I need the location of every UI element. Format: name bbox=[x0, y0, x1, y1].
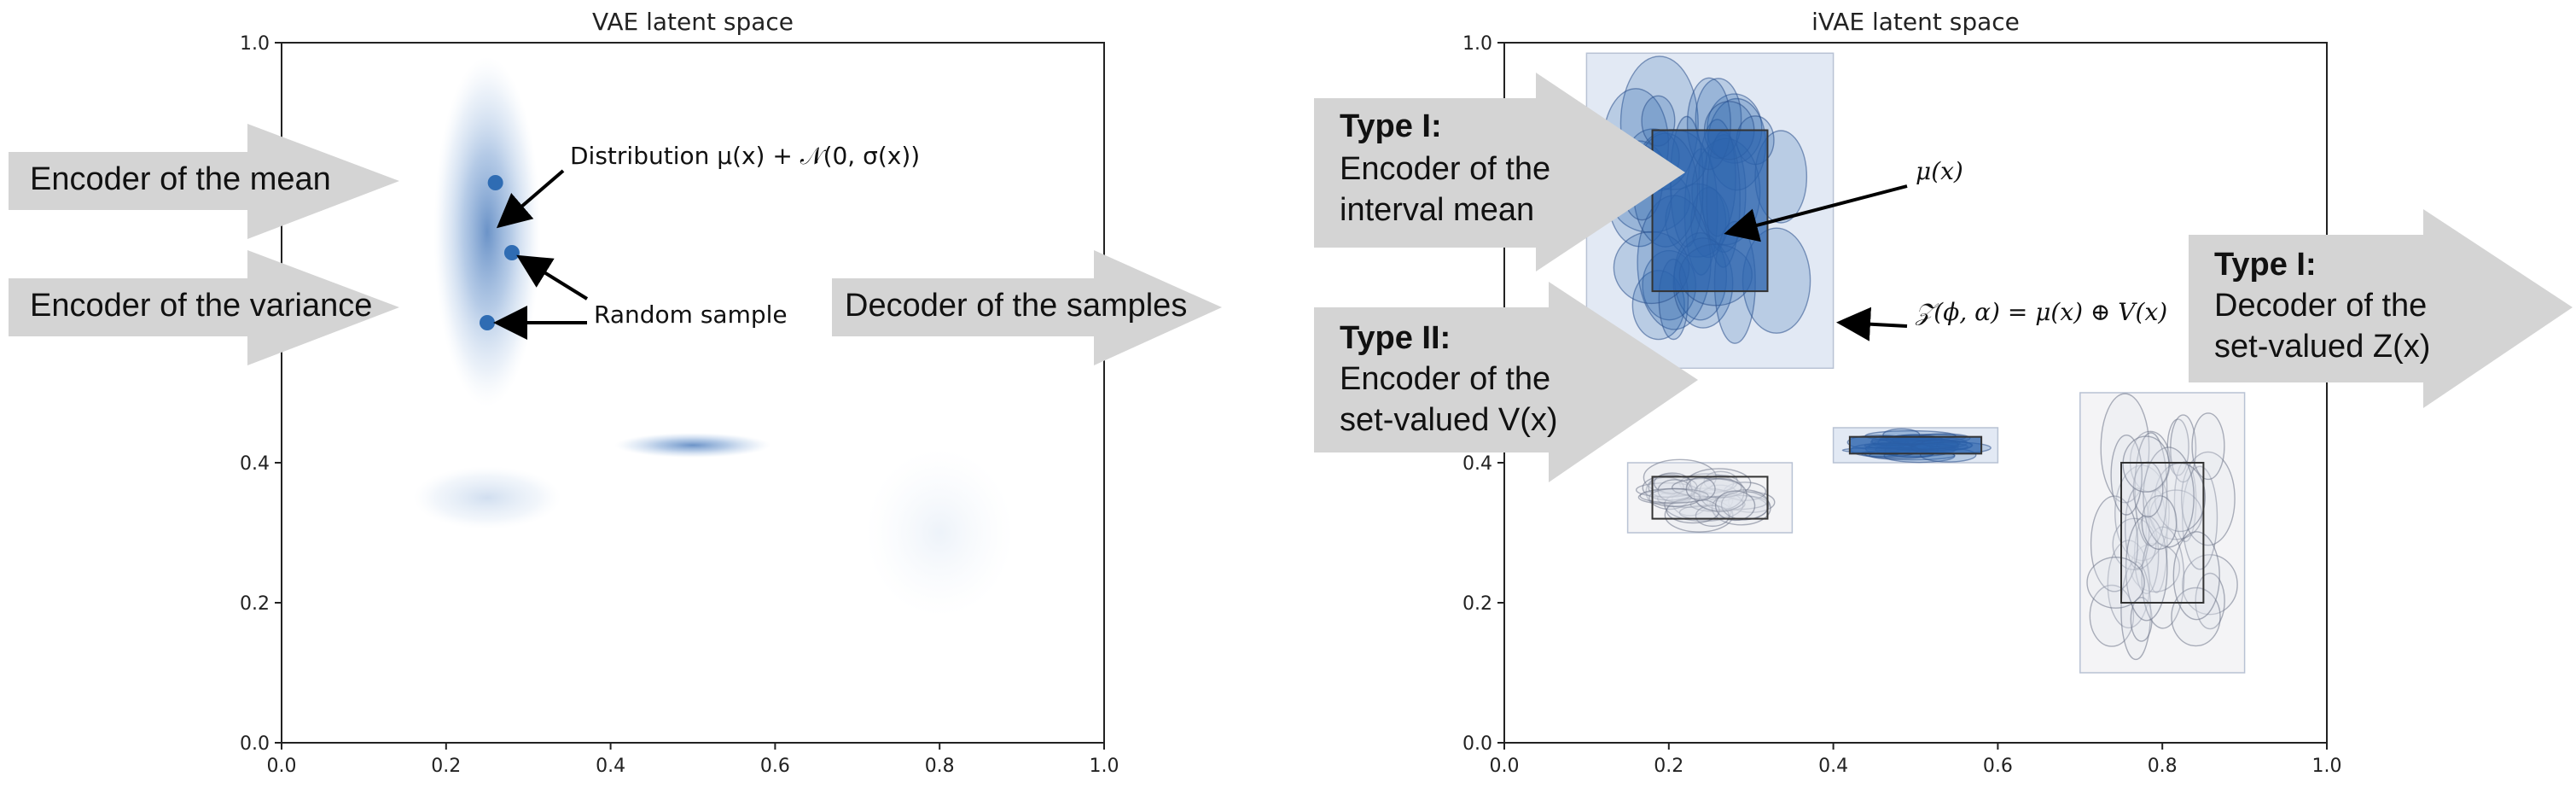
sample-ellipse bbox=[1685, 476, 1716, 501]
type2-label: Type II: bbox=[1340, 320, 1451, 356]
y-tick-label: 0.4 bbox=[1462, 453, 1492, 475]
callout-type1-decoder: Type I: Decoder of the set-valued Z(x) bbox=[2189, 209, 2573, 408]
type1-label: Type I: bbox=[1340, 108, 1442, 144]
right-panel: iVAE latent space 0.0 0.2 0.4 0.6 0.8 1.0 0.0… bbox=[1314, 8, 2573, 777]
gaussian-blob bbox=[865, 448, 1014, 617]
x-tick-label: 0.2 bbox=[1654, 756, 1683, 777]
callout-type2-encoder: Type II: Encoder of the set-valued V(x) bbox=[1314, 282, 1698, 482]
left-gaussians bbox=[413, 56, 1014, 617]
y-tick-label: 0.0 bbox=[240, 733, 270, 755]
x-tick-label: 1.0 bbox=[1090, 756, 1119, 777]
sample-ellipse bbox=[1653, 472, 1691, 494]
type2-line1: Encoder of the bbox=[1340, 361, 1550, 397]
sample-ellipse bbox=[1639, 487, 1709, 504]
sample-ellipse bbox=[2141, 494, 2178, 550]
callout-encoder-mean: Encoder of the mean bbox=[9, 124, 399, 239]
x-tick-label: 1.0 bbox=[2312, 756, 2342, 777]
distribution-arrow bbox=[496, 169, 565, 229]
random-sample-arrow-1 bbox=[516, 254, 589, 301]
mu-annotation: μ(x) bbox=[1916, 157, 1963, 185]
sample-ellipse bbox=[1664, 487, 1744, 522]
random-sample-annotation: Random sample bbox=[594, 301, 788, 329]
gaussian-blob bbox=[433, 56, 541, 407]
decoder-line1: Decoder of the bbox=[2214, 288, 2427, 324]
sample-ellipse bbox=[1714, 490, 1756, 522]
sample-ellipse bbox=[2086, 556, 2145, 609]
sample-point bbox=[503, 245, 520, 260]
x-tick-label: 0.8 bbox=[925, 756, 955, 777]
right-panel-title: iVAE latent space bbox=[1811, 8, 2020, 36]
left-y-ticks: 0.0 0.2 0.4 1.0 bbox=[240, 33, 282, 755]
sample-ellipse bbox=[1693, 477, 1747, 512]
y-tick-label: 0.4 bbox=[240, 453, 270, 475]
inner-mean-box bbox=[1848, 435, 1983, 455]
type2-line2: set-valued V(x) bbox=[1340, 402, 1558, 438]
gaussian-blob bbox=[413, 466, 561, 529]
sample-ellipse bbox=[2172, 531, 2220, 621]
left-axes-frame bbox=[281, 42, 1105, 744]
mu-arrow bbox=[1724, 184, 1908, 242]
right-interval-sets bbox=[1585, 52, 2246, 674]
x-tick-label: 0.2 bbox=[431, 756, 461, 777]
y-tick-label: 0.2 bbox=[240, 593, 270, 615]
set-valued-annotation: 𝒵(ϕ, α) = μ(x) ⊕ V(x) bbox=[1915, 298, 2167, 326]
sample-point bbox=[480, 315, 495, 330]
inner-mean-box bbox=[1651, 129, 1769, 293]
inner-mean-box bbox=[2120, 462, 2205, 604]
right-y-ticks: 0.0 0.2 0.4 1.0 bbox=[1462, 33, 1504, 755]
type1-line1: Encoder of the bbox=[1340, 151, 1550, 187]
distribution-annotation: Distribution μ(x) + 𝒩(0, σ(x)) bbox=[570, 142, 920, 170]
x-tick-label: 0.8 bbox=[2148, 756, 2178, 777]
sample-ellipse bbox=[2143, 447, 2195, 548]
left-panel-title: VAE latent space bbox=[592, 8, 794, 36]
y-tick-label: 1.0 bbox=[1462, 33, 1492, 55]
callout-decoder-samples: Decoder of the samples bbox=[832, 250, 1222, 365]
sample-ellipse bbox=[2110, 435, 2143, 516]
x-tick-label: 0.6 bbox=[1983, 756, 2013, 777]
y-tick-label: 1.0 bbox=[240, 33, 270, 55]
encoder-variance-label: Encoder of the variance bbox=[30, 288, 372, 324]
x-tick-label: 0.4 bbox=[1818, 756, 1848, 777]
sample-ellipse bbox=[2100, 393, 2150, 504]
decoder-line2: set-valued Z(x) bbox=[2214, 329, 2430, 365]
decoder-samples-label: Decoder of the samples bbox=[845, 288, 1187, 324]
sample-point bbox=[487, 175, 503, 190]
type1-line2: interval mean bbox=[1340, 192, 1534, 228]
gaussian-blob bbox=[614, 432, 771, 458]
encoder-mean-label: Encoder of the mean bbox=[30, 161, 331, 197]
x-tick-label: 0.4 bbox=[596, 756, 625, 777]
decoder-type-label: Type I: bbox=[2214, 247, 2317, 283]
callout-encoder-variance: Encoder of the variance bbox=[9, 250, 399, 365]
x-tick-label: 0.0 bbox=[267, 756, 297, 777]
inner-mean-box bbox=[1651, 476, 1769, 520]
sample-ellipse bbox=[2181, 451, 2236, 546]
left-panel: VAE latent space 0.0 0.2 0.4 0.6 0.8 1.0 0.00… bbox=[9, 8, 1222, 777]
y-tick-label: 0.2 bbox=[1462, 593, 1492, 615]
sample-ellipse bbox=[2122, 435, 2170, 493]
x-tick-label: 0.6 bbox=[760, 756, 790, 777]
set-valued-arrow bbox=[1836, 306, 1908, 341]
y-tick-label: 0.0 bbox=[1462, 733, 1492, 755]
sample-ellipse bbox=[2191, 412, 2225, 481]
callout-type1-encoder: Type I: Encoder of the interval mean bbox=[1314, 73, 1685, 271]
x-tick-label: 0.0 bbox=[1490, 756, 1520, 777]
left-samples bbox=[480, 175, 520, 330]
left-x-ticks: 0.0 0.2 0.4 0.6 0.8 1.0 bbox=[267, 743, 1119, 777]
right-x-ticks: 0.0 0.2 0.4 0.6 0.8 1.0 bbox=[1490, 743, 2342, 777]
